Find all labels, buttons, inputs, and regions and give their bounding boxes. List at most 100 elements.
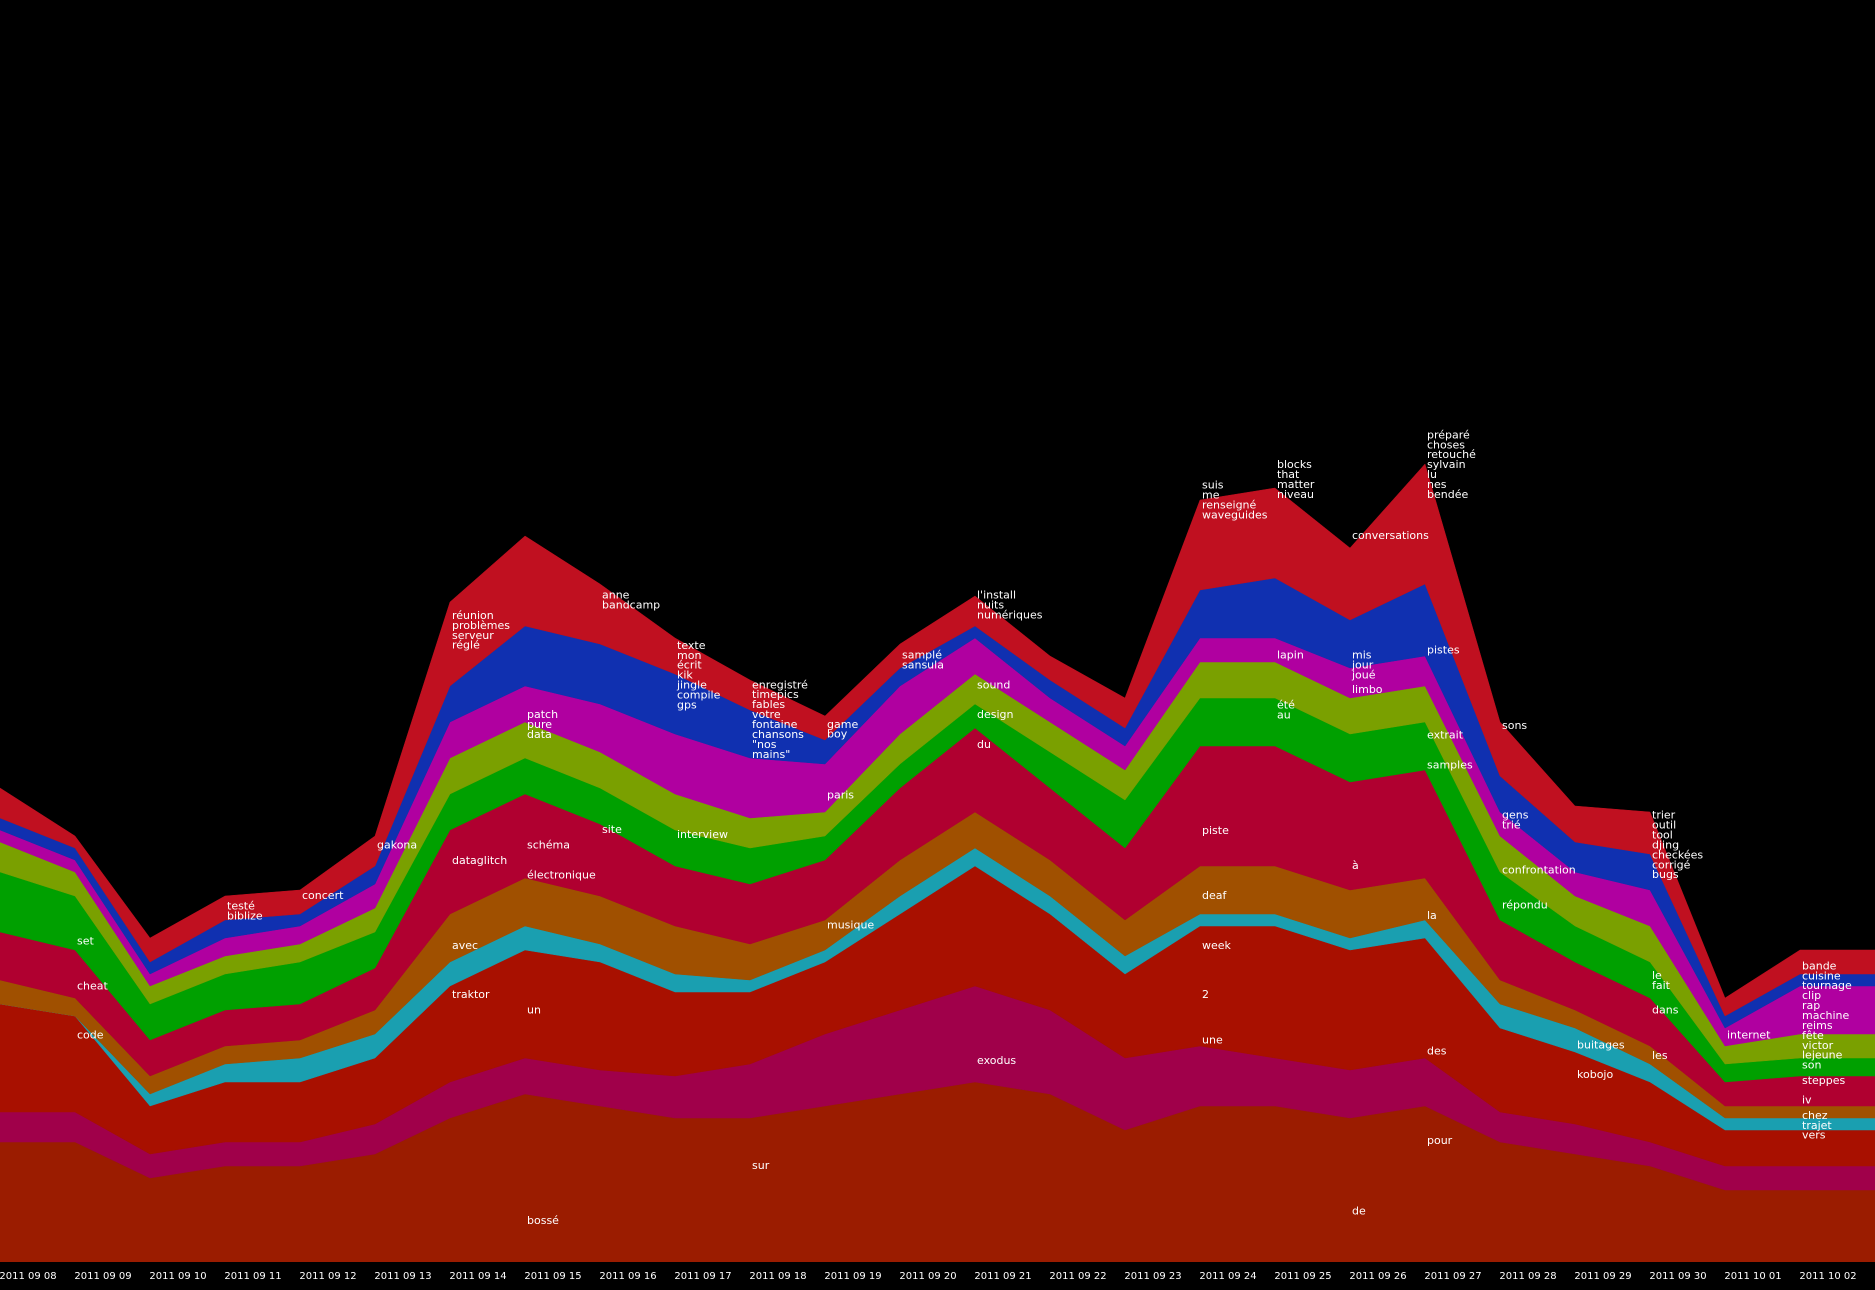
word-label: data: [527, 728, 552, 741]
word-label: dans: [1652, 1004, 1679, 1017]
word-label: sansula: [902, 658, 944, 671]
word-label: écrit: [677, 659, 702, 672]
word-label: anne: [602, 589, 630, 602]
date-label: 2011 09 12: [299, 1271, 356, 1282]
word-label: blocks: [1277, 458, 1312, 471]
word-label: set: [77, 934, 94, 947]
date-label: 2011 09 18: [749, 1271, 806, 1282]
date-label: 2011 09 09: [74, 1271, 131, 1282]
date-label: 2011 09 20: [899, 1271, 956, 1282]
word-label: dataglitch: [452, 854, 507, 867]
word-label: steppes: [1802, 1074, 1846, 1087]
word-label: corrigé: [1652, 858, 1691, 871]
word-label: des: [1427, 1044, 1447, 1057]
word-label: me: [1202, 489, 1220, 502]
word-label: bandcamp: [602, 599, 660, 612]
word-label: outil: [1652, 819, 1676, 832]
word-label: paris: [827, 788, 854, 801]
word-label: à: [1352, 859, 1359, 872]
word-label: samples: [1427, 758, 1473, 771]
word-label: joué: [1351, 668, 1376, 681]
word-label: interview: [677, 828, 728, 841]
word-label: fait: [1652, 979, 1671, 992]
word-label: gakona: [377, 839, 417, 852]
word-label: électronique: [527, 868, 596, 881]
word-label: nes: [1427, 478, 1447, 491]
word-label: préparé: [1427, 428, 1470, 441]
word-label: du: [977, 738, 991, 751]
word-label: de: [1352, 1205, 1366, 1218]
word-label: victor: [1802, 1039, 1834, 1052]
word-label: matter: [1277, 478, 1315, 491]
word-label: bendée: [1427, 488, 1468, 501]
word-label: pour: [1427, 1134, 1453, 1147]
word-label: piste: [1202, 824, 1229, 837]
word-label: pistes: [1427, 644, 1460, 657]
word-label: au: [1277, 709, 1291, 722]
date-label: 2011 09 14: [449, 1271, 506, 1282]
word-label: week: [1202, 939, 1232, 952]
date-label: 2011 10 02: [1799, 1271, 1856, 1282]
date-label: 2011 09 24: [1199, 1271, 1256, 1282]
date-label: 2011 09 30: [1649, 1271, 1706, 1282]
word-label: vers: [1802, 1129, 1826, 1142]
word-label: confrontation: [1502, 864, 1576, 877]
word-label: mis: [1352, 648, 1372, 661]
word-label: nuits: [977, 599, 1004, 612]
word-label: lu: [1427, 468, 1437, 481]
word-label: clip: [1802, 989, 1821, 1002]
word-label: musique: [827, 919, 874, 932]
word-label: rap: [1802, 999, 1820, 1012]
word-label: chansons: [752, 728, 804, 741]
word-label: trier: [1652, 809, 1676, 822]
date-label: 2011 09 17: [674, 1271, 731, 1282]
word-label: tool: [1652, 829, 1673, 842]
word-label: testé: [227, 900, 255, 913]
word-label: deaf: [1202, 889, 1227, 902]
word-label: kobojo: [1577, 1068, 1613, 1081]
date-label: 2011 10 01: [1724, 1271, 1781, 1282]
word-label: concert: [302, 889, 344, 902]
word-label: le: [1652, 969, 1662, 982]
word-label: numériques: [977, 608, 1043, 621]
word-label: extrait: [1427, 729, 1464, 742]
word-label: un: [527, 1004, 541, 1017]
word-label: enregistré: [752, 678, 808, 691]
word-label: réglé: [452, 639, 480, 652]
date-label: 2011 09 25: [1274, 1271, 1331, 1282]
date-label: 2011 09 16: [599, 1271, 656, 1282]
word-label: djing: [1652, 838, 1679, 851]
date-axis: 2011 09 08 2011 09 09 2011 09 10 2011 09 11…: [0, 1262, 1875, 1290]
date-label: 2011 09 26: [1349, 1271, 1406, 1282]
date-label: 2011 09 13: [374, 1271, 431, 1282]
word-label: problèmes: [452, 619, 510, 632]
word-label: trajet: [1802, 1119, 1832, 1132]
layers: [0, 463, 1875, 1263]
word-label: renseigné: [1202, 498, 1257, 511]
word-label: bande: [1802, 959, 1837, 972]
word-label: iv: [1802, 1093, 1812, 1106]
word-label: 2: [1202, 988, 1209, 1001]
word-label: game: [827, 718, 858, 731]
word-label: suis: [1202, 479, 1224, 492]
word-label: patch: [527, 708, 558, 721]
word-label: l'install: [977, 589, 1016, 602]
word-label: pure: [527, 718, 552, 731]
date-label: 2011 09 10: [149, 1271, 206, 1282]
word-label: checkées: [1652, 848, 1703, 861]
word-label: été: [1277, 699, 1295, 712]
stream-layer: [0, 463, 1875, 1017]
word-label: machine: [1802, 1009, 1850, 1022]
date-label: 2011 09 11: [224, 1271, 281, 1282]
word-label: la: [1427, 909, 1437, 922]
word-label: fontaine: [752, 718, 798, 731]
word-label: waveguides: [1202, 508, 1268, 521]
word-label: réunion: [452, 609, 494, 622]
word-label: gps: [677, 698, 697, 711]
word-label: lapin: [1277, 648, 1304, 661]
word-label: fête: [1802, 1029, 1824, 1042]
word-label: traktor: [452, 988, 490, 1001]
